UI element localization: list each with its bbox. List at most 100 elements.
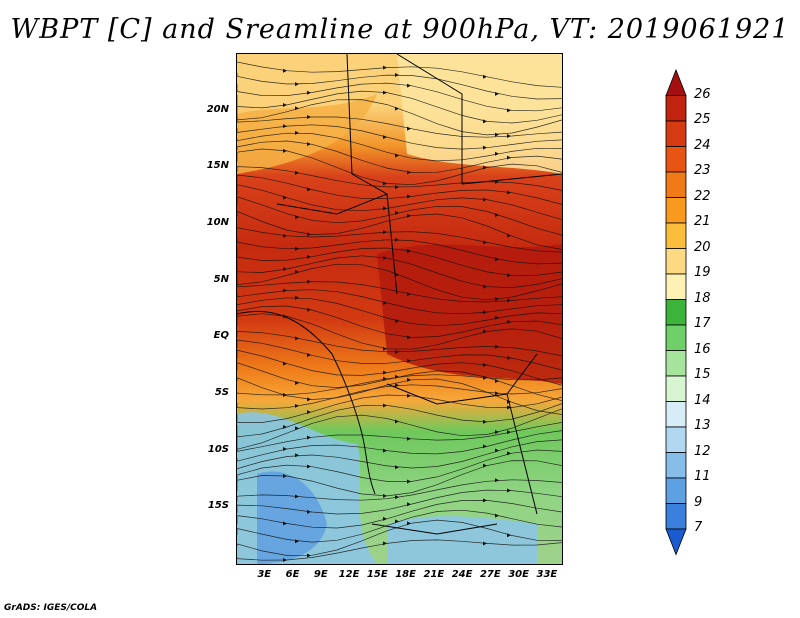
streamline-arrow [395,495,399,500]
streamline-arrow [307,114,311,119]
border-line [371,523,498,535]
streamline-arrow [295,380,299,385]
streamline [237,255,562,288]
streamline [237,422,562,452]
streamline-arrow [383,230,387,235]
streamline-arrow [407,358,411,363]
streamline-arrow [507,319,511,324]
streamline-arrow [383,516,387,521]
streamline-arrow [295,130,299,135]
warm-region-northwest [237,94,377,174]
colorbar [665,68,687,556]
streamline-arrow [483,165,487,170]
streamline-arrow [483,541,487,546]
streamline-arrow [495,513,499,518]
border-line [461,173,562,185]
grads-credit: GrADS: IGES/COLA [4,603,98,613]
streamline-arrow [483,119,487,124]
colorbar-segment [665,171,687,198]
streamline-arrow [307,187,311,192]
streamline-arrow [283,474,287,479]
border-line [386,353,538,405]
streamline-arrow [495,257,499,262]
colorbar-segment [665,477,687,504]
colorbar-segment [665,324,687,351]
streamline [237,519,562,556]
streamline-arrow [407,335,411,340]
streamline-arrow [307,90,311,95]
streamline-arrow [407,194,411,199]
lat-tick-label: 20N [206,103,229,115]
streamline [237,349,562,386]
streamline-arrow [295,539,299,544]
streamline-arrow [495,213,499,218]
streamline-arrow [307,397,311,402]
streamline [237,116,562,138]
colorbar-segment [665,248,687,275]
border-line [346,54,398,295]
streamline-arrow [383,370,387,375]
colorbar-segment [665,452,687,479]
streamline-arrow [283,195,287,200]
streamline [237,305,562,338]
colorbar-segment [665,95,687,122]
streamline-arrow [507,190,511,195]
streamline [237,124,562,150]
streamline [237,339,562,371]
streamline-arrow [307,435,311,440]
colorbar-tick-label: 7 [694,520,703,535]
streamline-arrow [407,377,411,382]
colorbar-tick-label: 23 [694,163,711,178]
streamline-arrow [507,430,511,435]
colorbar-segment [665,528,687,556]
border-line [276,193,388,215]
streamline-arrow [395,383,399,388]
streamline [237,238,562,265]
streamline-arrow [395,319,399,324]
map-title: WBPT [C] and Sreamline at 900hPa, VT: 20… [10,14,790,45]
streamline-arrow [283,361,287,366]
streamlines [237,61,562,562]
streamline-arrow [507,233,511,238]
streamline-arrow [283,447,287,452]
streamline-arrow [383,493,387,498]
streamline-arrow [307,509,311,514]
lon-tick-label: 3E [257,569,272,580]
streamline-arrow [407,436,411,441]
streamline-arrow [395,237,399,242]
streamline-arrow [495,478,499,483]
streamline-arrow [395,72,399,77]
streamline-arrow [407,126,411,131]
streamline [237,331,562,357]
streamline-arrow [495,91,499,96]
streamline-arrow [383,376,387,381]
streamline-arrow [283,521,287,526]
lon-tick-label: 9E [313,569,328,580]
streamline-arrow [295,170,299,175]
colorbar-tick-label: 12 [694,443,711,459]
streamline-arrow [483,444,487,449]
border-line [506,393,538,515]
streamline [237,132,562,162]
colorbar-tick-label: 21 [694,214,711,229]
border-line [396,54,463,184]
colorbar-tick-label: 24 [694,137,711,153]
streamline-arrow [307,464,311,469]
streamline [237,394,562,423]
streamline-arrow [295,269,299,274]
colorbar-tick-label: 22 [694,188,711,204]
streamline-arrow [283,124,287,129]
streamline-arrow [483,419,487,424]
streamline-arrow [395,465,399,470]
colorbar-tick-label: 19 [694,265,711,280]
streamline-arrow [295,82,299,87]
streamline-arrow [407,502,411,507]
streamline [237,73,562,100]
dry-region-northeast [397,54,562,174]
streamline-arrow [307,353,311,358]
streamline-arrow [495,448,499,453]
streamline-arrow [383,255,387,260]
streamline-arrow [383,448,387,453]
streamline-arrow [307,410,311,415]
colorbar-segment [665,375,687,402]
